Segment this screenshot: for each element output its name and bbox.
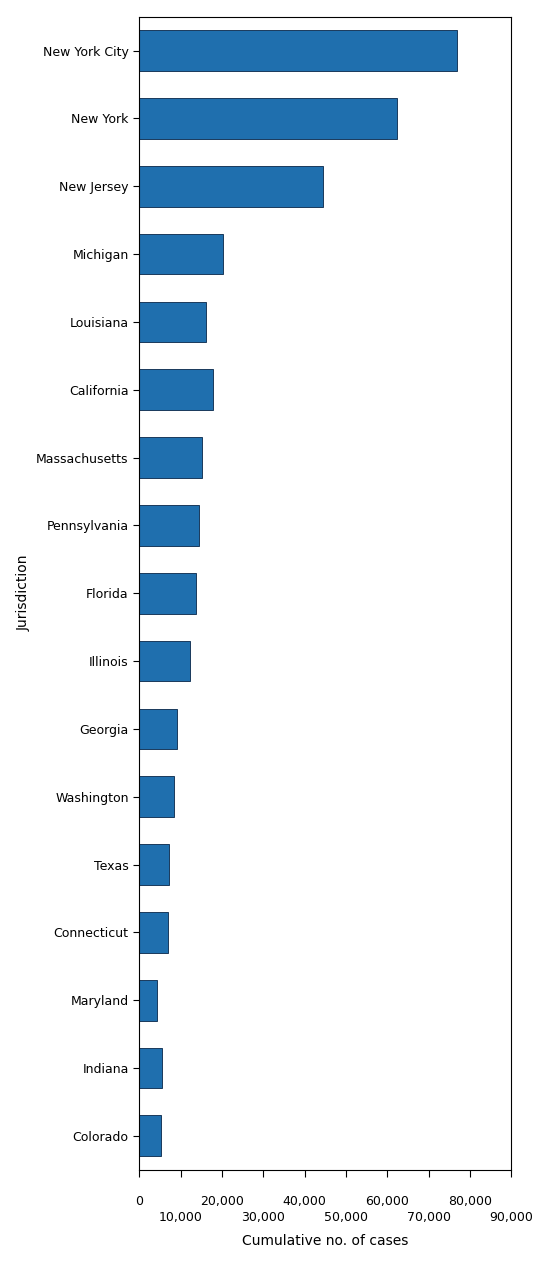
- Bar: [139, 573, 195, 614]
- Bar: [139, 640, 190, 682]
- Bar: [139, 99, 398, 139]
- Text: 80,000: 80,000: [448, 1194, 492, 1208]
- Y-axis label: Jurisdiction: Jurisdiction: [16, 555, 31, 631]
- Bar: [139, 708, 177, 749]
- Bar: [139, 30, 457, 71]
- Text: 70,000: 70,000: [406, 1212, 450, 1225]
- Bar: [139, 777, 174, 817]
- Bar: [139, 980, 157, 1021]
- Text: 30,000: 30,000: [241, 1212, 285, 1225]
- Text: 60,000: 60,000: [365, 1194, 409, 1208]
- Bar: [139, 234, 223, 275]
- Text: 90,000: 90,000: [490, 1212, 534, 1225]
- Bar: [139, 1116, 161, 1156]
- Bar: [139, 1047, 162, 1088]
- Text: 50,000: 50,000: [324, 1212, 368, 1225]
- X-axis label: Cumulative no. of cases: Cumulative no. of cases: [242, 1235, 409, 1249]
- Bar: [139, 301, 206, 343]
- Bar: [139, 166, 323, 206]
- Text: 20,000: 20,000: [200, 1194, 244, 1208]
- Text: 10,000: 10,000: [158, 1212, 202, 1225]
- Bar: [139, 438, 202, 478]
- Text: 0: 0: [135, 1194, 143, 1208]
- Text: 40,000: 40,000: [283, 1194, 327, 1208]
- Bar: [139, 369, 213, 410]
- Bar: [139, 844, 169, 885]
- Bar: [139, 505, 199, 545]
- Bar: [139, 912, 168, 953]
